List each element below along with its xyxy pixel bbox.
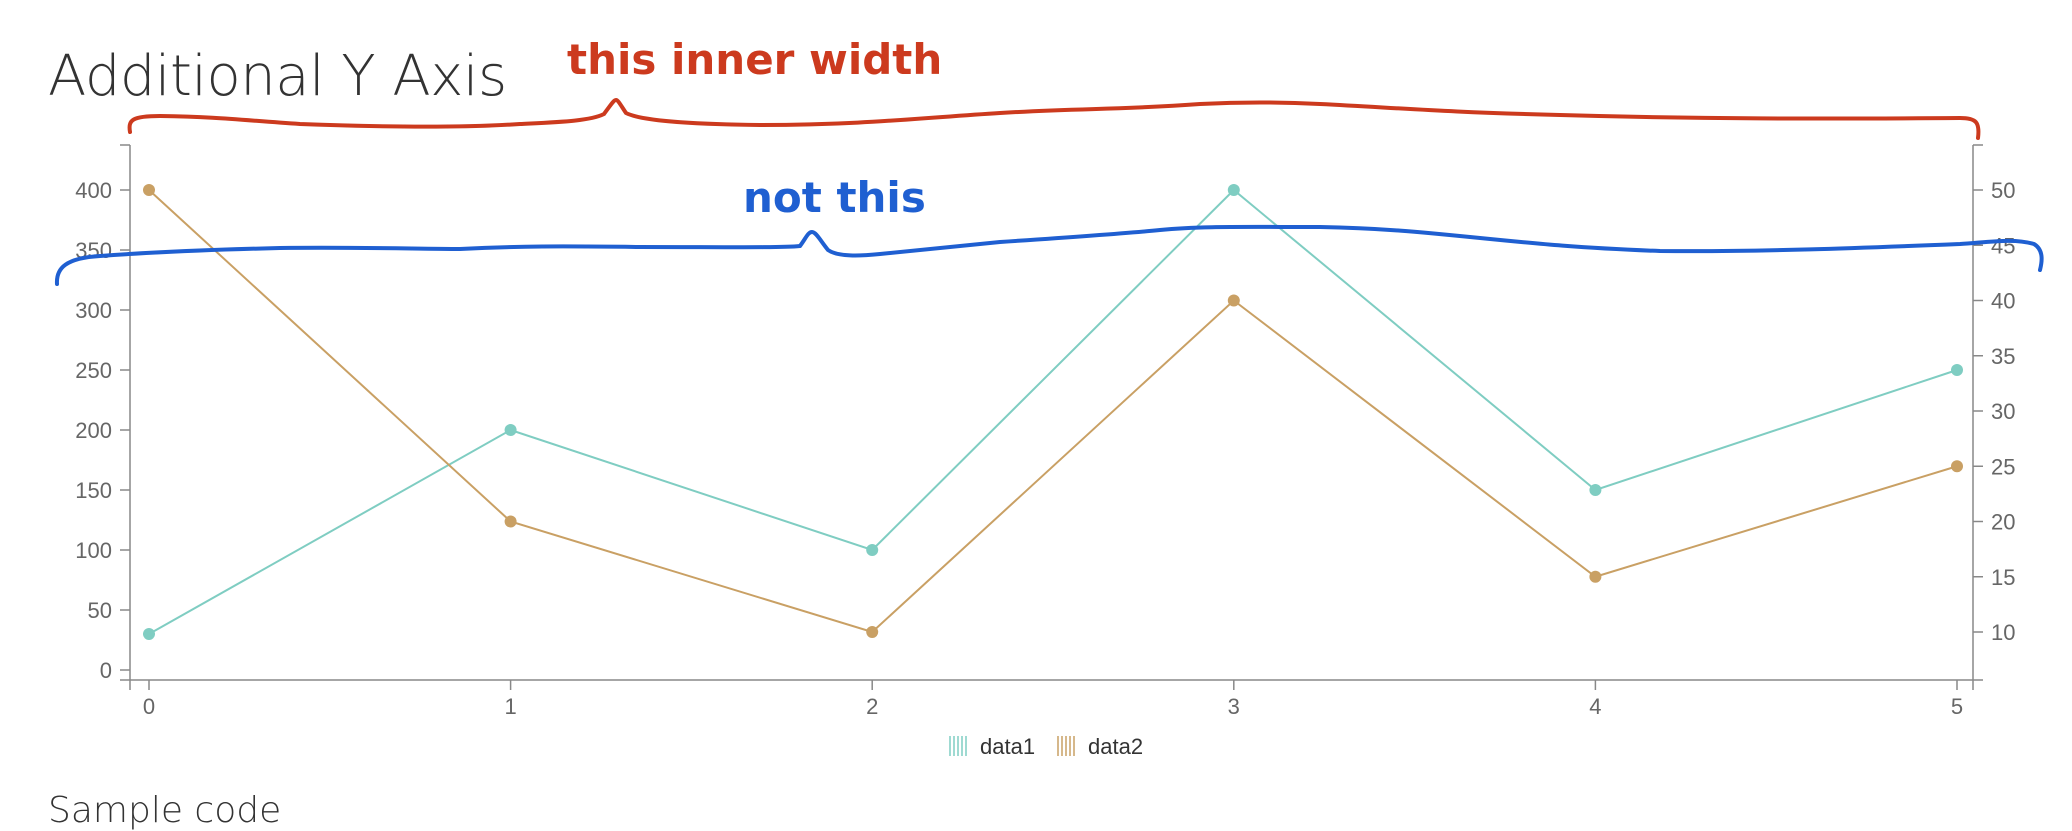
page-title: Additional Y Axis xyxy=(48,44,507,109)
series-layer xyxy=(143,184,1963,640)
y-tick-label: 0 xyxy=(100,658,112,683)
series-data1 xyxy=(143,184,1963,640)
data2-point xyxy=(866,626,879,638)
y-tick-label: 150 xyxy=(75,478,112,503)
section-title: Sample code xyxy=(48,790,282,831)
x-tick-label: 5 xyxy=(1951,694,1963,719)
x-tick-label: 3 xyxy=(1228,694,1240,719)
data2-point xyxy=(1951,460,1963,473)
y2-tick-label: 35 xyxy=(1991,344,2015,369)
data1-point xyxy=(504,424,517,436)
x-tick-label: 2 xyxy=(866,694,878,719)
data2-point xyxy=(504,515,517,528)
y2-tick-label: 30 xyxy=(1991,399,2015,424)
y-tick-label: 200 xyxy=(75,418,112,443)
x-tick-label: 0 xyxy=(143,694,155,719)
data1-point xyxy=(1589,484,1602,496)
data1-point xyxy=(143,628,155,640)
legend: data1 data2 xyxy=(949,734,1143,759)
data2-point xyxy=(1227,294,1240,307)
legend-label: data2 xyxy=(1088,734,1143,759)
annotations: this inner width not this xyxy=(54,35,2044,286)
legend-item-data2: data2 xyxy=(1057,734,1143,759)
x-tick-label: 1 xyxy=(504,694,516,719)
data1-line xyxy=(148,188,1958,635)
data1-point xyxy=(1951,364,1963,376)
data1-point xyxy=(866,544,879,556)
y-tick-label: 250 xyxy=(75,358,112,383)
data1-point xyxy=(1227,184,1240,196)
series-data2 xyxy=(143,184,1963,638)
x-tick-label: 4 xyxy=(1589,694,1601,719)
data2-line xyxy=(148,189,1958,634)
y-tick-label: 100 xyxy=(75,538,112,563)
y2-tick-label: 45 xyxy=(1991,233,2015,258)
y-tick-label: 300 xyxy=(75,298,112,323)
data2-point xyxy=(143,184,155,196)
legend-item-data1: data1 xyxy=(949,734,1035,759)
y2-tick-label: 40 xyxy=(1991,289,2015,314)
y2-tick-label: 15 xyxy=(1991,565,2015,590)
inner-width-brace xyxy=(127,97,1981,140)
axes: 0501001502002503003504001015202530354045… xyxy=(75,144,2015,719)
data2-point xyxy=(1589,570,1602,583)
not-this-label: not this xyxy=(743,173,926,222)
y-tick-label: 50 xyxy=(88,598,112,623)
legend-label: data1 xyxy=(980,734,1035,759)
y-tick-label: 400 xyxy=(75,178,112,203)
y2-tick-label: 10 xyxy=(1991,620,2015,645)
y2-tick-label: 20 xyxy=(1991,510,2015,535)
y2-tick-label: 25 xyxy=(1991,454,2015,479)
inner-width-label: this inner width xyxy=(567,35,942,84)
y2-tick-label: 50 xyxy=(1991,178,2015,203)
outer-width-brace xyxy=(54,224,2044,286)
